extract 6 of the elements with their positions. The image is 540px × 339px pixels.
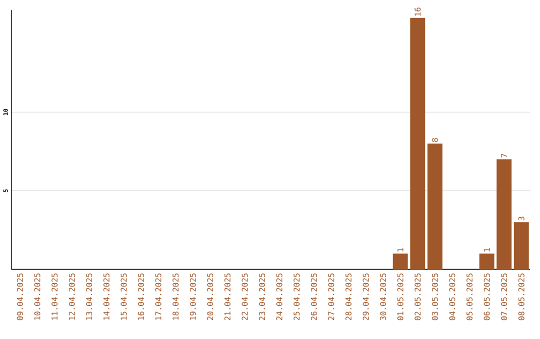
- bar: [410, 18, 426, 270]
- bar: [514, 222, 529, 270]
- bar: [496, 159, 512, 270]
- bar: [479, 254, 494, 270]
- bar: [427, 144, 442, 270]
- bar: [392, 254, 408, 270]
